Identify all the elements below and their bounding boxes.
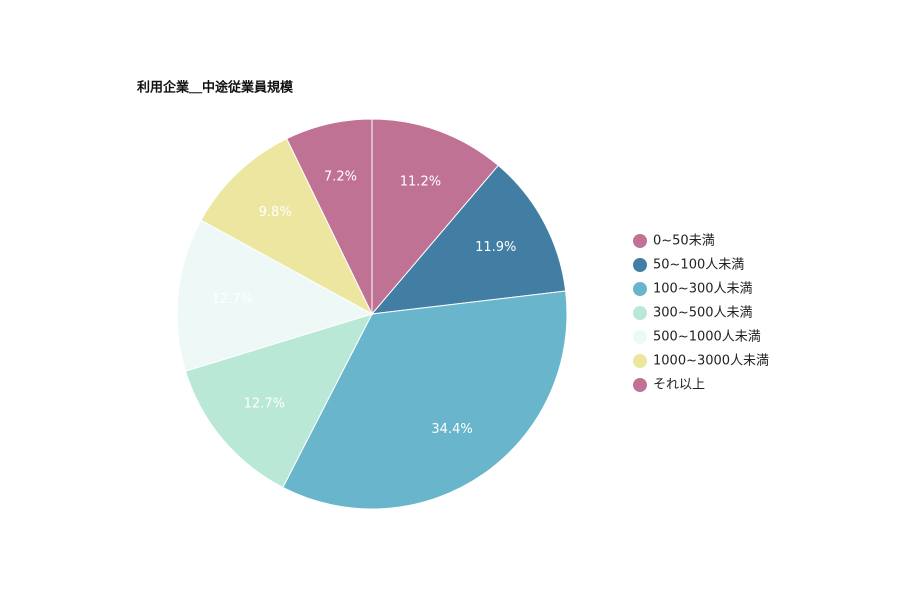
data-label: 12.7% xyxy=(212,292,253,307)
pie-slice xyxy=(371,118,499,316)
chart-title: 利用企業＿中途従業員規模 xyxy=(137,80,294,96)
data-label: 11.2% xyxy=(400,175,441,190)
legend-label: 100~300人未満 xyxy=(653,282,753,297)
pie-slice xyxy=(200,137,374,316)
legend-label: 0~50未満 xyxy=(653,234,715,249)
pie-slice xyxy=(286,118,373,315)
legend-marker xyxy=(633,306,647,320)
data-label: 11.9% xyxy=(475,240,516,255)
pie-slice xyxy=(282,290,568,510)
legend-marker xyxy=(633,234,647,248)
legend-label: 300~500人未満 xyxy=(653,306,753,321)
legend-marker xyxy=(633,354,647,368)
legend-label: それ以上 xyxy=(653,378,705,393)
legend-marker xyxy=(633,258,647,272)
legend-label: 50~100人未満 xyxy=(653,258,744,273)
data-label: 7.2% xyxy=(324,170,357,185)
legend-marker xyxy=(633,282,647,296)
data-label: 12.7% xyxy=(244,397,285,412)
data-label: 9.8% xyxy=(259,205,292,220)
legend-marker xyxy=(633,378,647,392)
legend-label: 1000~3000人未満 xyxy=(653,354,769,369)
pie-slice xyxy=(176,219,374,372)
pie-slice xyxy=(370,164,567,315)
data-label: 34.4% xyxy=(431,422,472,437)
legend-label: 500~1000人未満 xyxy=(653,330,761,345)
legend-marker xyxy=(633,330,647,344)
pie-slice xyxy=(184,313,373,489)
